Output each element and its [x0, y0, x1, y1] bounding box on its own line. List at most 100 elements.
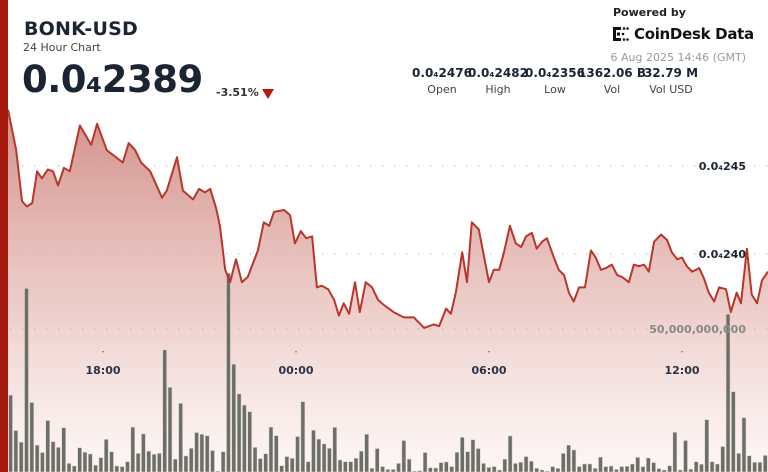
- coindesk-bracket-icon: [613, 27, 629, 41]
- volume-bar: [104, 439, 109, 472]
- volume-bar: [231, 363, 236, 472]
- volume-bar: [337, 459, 343, 472]
- volume-bar: [704, 419, 709, 472]
- volume-bar: [428, 467, 433, 472]
- volume-bar: [672, 431, 678, 472]
- volume-bar: [141, 433, 146, 472]
- volume-bar: [151, 454, 157, 472]
- volume-bar: [125, 461, 130, 472]
- stat-open: 0.0₄2476 Open: [407, 66, 477, 96]
- volume-bar: [582, 463, 587, 472]
- volume-bar: [77, 447, 82, 472]
- volume-bar: [507, 435, 513, 472]
- volume-bar: [534, 468, 539, 472]
- time-tick-label: 06:00: [471, 364, 506, 377]
- volume-bar: [24, 288, 29, 472]
- volume-bar: [422, 452, 428, 472]
- volume-bar: [189, 448, 194, 472]
- price-area-fill: [8, 109, 768, 472]
- volume-bar: [406, 458, 412, 472]
- stat-vol: 1362.06 B Vol: [577, 66, 647, 96]
- volume-bar: [88, 453, 93, 472]
- volume-bar: [332, 427, 337, 472]
- volume-bar: [608, 465, 614, 472]
- volume-bar: [279, 465, 284, 472]
- volume-bar: [465, 451, 470, 472]
- volume-bar: [50, 441, 56, 472]
- volume-bar: [236, 393, 242, 472]
- volume-bar: [369, 468, 375, 472]
- volume-bar: [135, 453, 141, 472]
- pair-title: BONK-USD: [24, 18, 138, 40]
- volume-bar: [635, 457, 640, 472]
- volume-bar: [45, 420, 50, 472]
- price-change: -3.51%: [216, 86, 259, 99]
- brand-name: CoinDesk Data: [634, 25, 754, 43]
- volume-bar: [258, 458, 263, 472]
- volume-bar: [460, 437, 465, 472]
- volume-bar: [109, 451, 114, 472]
- volume-bar: [619, 466, 624, 472]
- volume-bar: [603, 466, 609, 472]
- volume-bar: [651, 462, 656, 472]
- volume-bar: [157, 453, 162, 472]
- volume-bar: [316, 438, 322, 472]
- volume-bar: [470, 439, 476, 472]
- stat-label: Vol: [603, 83, 621, 96]
- volume-bar: [720, 446, 725, 472]
- stat-value: 0.0₄2482: [468, 66, 528, 80]
- stat-vol-usd: 32.79 M Vol USD: [635, 66, 707, 96]
- coindesk-data-logo: CoinDesk Data: [612, 25, 754, 43]
- volume-bar: [114, 465, 120, 472]
- time-tick: [681, 351, 683, 353]
- volume-bar: [693, 461, 699, 472]
- volume-bar: [82, 452, 88, 472]
- volume-bar: [13, 430, 19, 472]
- powered-by-label: Powered by: [613, 6, 686, 19]
- volume-bar: [348, 461, 353, 472]
- timestamp: 6 Aug 2025 14:46 (GMT): [610, 51, 746, 64]
- volume-bar: [311, 429, 316, 472]
- volume-bar: [688, 468, 694, 472]
- time-tick: [295, 351, 297, 353]
- current-price: 0.0₄2389: [22, 58, 203, 101]
- volume-bar: [529, 460, 534, 472]
- volume-bar: [66, 463, 72, 472]
- volume-bar: [226, 272, 231, 472]
- volume-bar: [284, 456, 290, 472]
- volume-bar: [491, 466, 497, 472]
- volume-bar: [194, 432, 199, 472]
- volume-bar: [178, 403, 183, 472]
- volume-bar: [268, 426, 274, 472]
- volume-bar: [295, 436, 300, 472]
- volume-bar: [699, 464, 704, 472]
- volume-bar: [359, 450, 364, 472]
- volume-bar: [444, 461, 449, 472]
- volume-bar: [353, 458, 359, 472]
- time-tick: [102, 351, 104, 353]
- volume-bar: [725, 313, 731, 472]
- volume-bar: [162, 349, 167, 472]
- volume-bar: [757, 462, 763, 472]
- volume-bar: [119, 466, 125, 472]
- volume-bar: [513, 463, 518, 472]
- volume-bar: [736, 453, 741, 472]
- volume-bar: [61, 427, 66, 472]
- volume-bar: [747, 455, 752, 472]
- stat-value: 0.0₄2356: [525, 66, 585, 80]
- volume-bar: [624, 466, 630, 472]
- volume-bar: [18, 442, 24, 472]
- volume-bar: [263, 453, 268, 472]
- volume-bar: [327, 448, 332, 472]
- volume-bar: [401, 440, 407, 472]
- volume-bar: [72, 465, 77, 472]
- volume-bar: [173, 458, 178, 472]
- volume-bar: [518, 462, 523, 472]
- stat-value: 0.0₄2476: [412, 66, 472, 80]
- stat-label: High: [485, 83, 511, 96]
- volume-bar: [305, 461, 311, 472]
- volume-bar: [93, 464, 98, 472]
- volume-bar: [630, 463, 635, 472]
- volume-bar: [34, 444, 40, 472]
- volume-bar: [502, 458, 508, 472]
